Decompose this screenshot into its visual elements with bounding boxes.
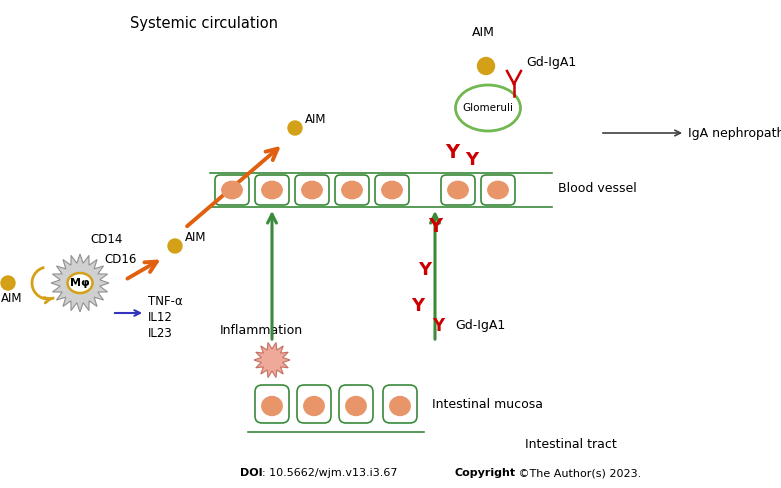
Text: Blood vessel: Blood vessel xyxy=(558,182,637,195)
FancyBboxPatch shape xyxy=(255,175,289,205)
Circle shape xyxy=(168,239,182,253)
Text: AIM: AIM xyxy=(185,231,206,244)
Text: IL12: IL12 xyxy=(148,311,173,324)
Ellipse shape xyxy=(390,396,410,415)
Text: Glomeruli: Glomeruli xyxy=(462,103,513,113)
Ellipse shape xyxy=(448,182,468,199)
FancyBboxPatch shape xyxy=(375,175,409,205)
FancyBboxPatch shape xyxy=(441,175,475,205)
Text: Y: Y xyxy=(445,143,459,163)
Text: Gd-IgA1: Gd-IgA1 xyxy=(526,56,576,69)
Text: CD16: CD16 xyxy=(104,253,137,266)
Text: IL23: IL23 xyxy=(148,327,173,340)
Text: Y: Y xyxy=(465,151,479,169)
Text: Intestinal tract: Intestinal tract xyxy=(525,438,617,451)
FancyBboxPatch shape xyxy=(339,385,373,423)
Circle shape xyxy=(477,58,494,75)
Text: ©The Author(s) 2023.: ©The Author(s) 2023. xyxy=(515,468,641,478)
FancyBboxPatch shape xyxy=(215,175,249,205)
FancyBboxPatch shape xyxy=(295,175,329,205)
Text: Systemic circulation: Systemic circulation xyxy=(130,16,278,31)
Text: Copyright: Copyright xyxy=(455,468,516,478)
Text: AIM: AIM xyxy=(1,291,23,305)
Text: TNF-α: TNF-α xyxy=(148,295,183,308)
FancyBboxPatch shape xyxy=(335,175,369,205)
Ellipse shape xyxy=(488,182,508,199)
Ellipse shape xyxy=(342,182,362,199)
Ellipse shape xyxy=(455,85,520,131)
Text: Inflammation: Inflammation xyxy=(220,324,303,337)
Ellipse shape xyxy=(262,396,282,415)
Text: Y: Y xyxy=(419,261,432,279)
Ellipse shape xyxy=(346,396,366,415)
Text: AIM: AIM xyxy=(472,26,495,39)
Ellipse shape xyxy=(382,182,402,199)
Text: Intestinal mucosa: Intestinal mucosa xyxy=(432,398,543,410)
FancyBboxPatch shape xyxy=(255,385,289,423)
Ellipse shape xyxy=(262,182,282,199)
Circle shape xyxy=(288,121,302,135)
Text: IgA nephropathy: IgA nephropathy xyxy=(688,126,781,140)
Text: : 10.5662/wjm.v13.i3.67: : 10.5662/wjm.v13.i3.67 xyxy=(262,468,401,478)
Ellipse shape xyxy=(67,273,92,293)
Text: Y: Y xyxy=(412,297,425,315)
Text: Y: Y xyxy=(432,317,444,335)
Text: CD14: CD14 xyxy=(90,233,123,246)
FancyBboxPatch shape xyxy=(481,175,515,205)
Circle shape xyxy=(1,276,15,290)
Ellipse shape xyxy=(222,182,242,199)
Polygon shape xyxy=(254,343,290,378)
Text: Mφ: Mφ xyxy=(70,278,90,288)
FancyBboxPatch shape xyxy=(383,385,417,423)
Text: AIM: AIM xyxy=(305,113,326,126)
Polygon shape xyxy=(51,254,109,312)
Text: Y: Y xyxy=(428,217,442,236)
Text: Gd-IgA1: Gd-IgA1 xyxy=(455,320,505,332)
Text: DOI: DOI xyxy=(240,468,262,478)
Ellipse shape xyxy=(301,182,323,199)
FancyBboxPatch shape xyxy=(297,385,331,423)
Ellipse shape xyxy=(304,396,324,415)
